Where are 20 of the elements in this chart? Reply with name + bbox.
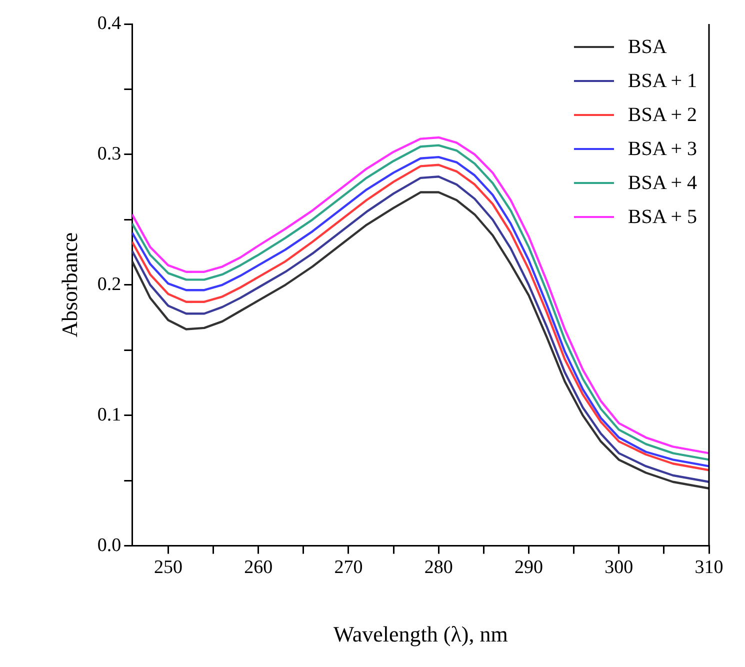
y-axis-title: Absorbance — [56, 232, 82, 338]
x-tick-label: 280 — [424, 557, 453, 578]
y-tick-label: 0.3 — [97, 143, 122, 164]
y-tick-label: 0.0 — [97, 534, 122, 556]
x-tick-label: 270 — [334, 557, 363, 578]
x-tick-label: 260 — [244, 557, 273, 578]
legend-label: BSA + 3 — [628, 138, 697, 160]
y-tick-label: 0.4 — [97, 12, 122, 34]
legend-label: BSA + 1 — [628, 70, 697, 92]
x-tick-label: 290 — [514, 557, 543, 578]
x-axis-title: Wavelength (λ), nm — [333, 622, 508, 647]
legend-label: BSA + 2 — [628, 104, 697, 126]
y-tick-label: 0.2 — [97, 274, 122, 295]
legend-label: BSA — [628, 36, 667, 58]
legend-label: BSA + 4 — [628, 172, 697, 194]
y-tick-label: 0.1 — [97, 404, 122, 426]
x-tick-label: 310 — [694, 557, 724, 578]
x-tick-label: 250 — [154, 557, 182, 578]
legend-label: BSA + 5 — [628, 206, 697, 228]
x-tick-label: 300 — [604, 557, 634, 578]
